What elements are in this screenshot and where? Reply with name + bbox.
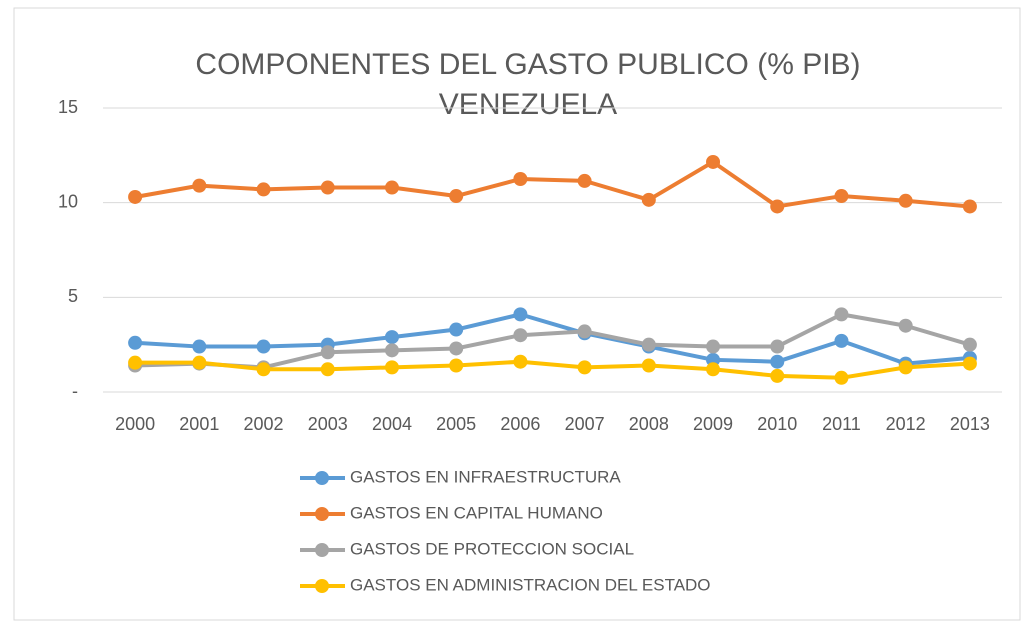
data-point: [706, 362, 721, 377]
data-point: [898, 193, 913, 208]
chart-title: COMPONENTES DEL GASTO PUBLICO (% PIB): [195, 48, 860, 81]
data-point: [128, 335, 143, 350]
x-tick-label: 2006: [500, 414, 540, 434]
data-point: [256, 362, 271, 377]
data-point: [192, 355, 207, 370]
y-tick-label: -: [72, 381, 78, 401]
data-point: [256, 339, 271, 354]
legend-label: GASTOS DE PROTECCION SOCIAL: [350, 539, 634, 558]
data-point: [449, 322, 464, 337]
data-point: [641, 337, 656, 352]
data-point: [320, 362, 335, 377]
data-point: [513, 307, 528, 322]
legend-label: GASTOS EN INFRAESTRUCTURA: [350, 467, 621, 486]
data-point: [962, 337, 977, 352]
y-tick-label: 5: [68, 286, 78, 306]
data-point: [577, 173, 592, 188]
data-point: [577, 324, 592, 339]
series-line: [135, 312, 971, 370]
data-point: [256, 182, 271, 197]
series-line: [134, 312, 971, 366]
data-point: [449, 358, 464, 373]
data-point: [192, 339, 207, 354]
data-point: [513, 354, 528, 369]
data-point: [770, 354, 785, 369]
data-point: [770, 199, 785, 214]
x-tick-label: 2003: [308, 414, 348, 434]
data-point: [577, 360, 592, 375]
legend-marker: [315, 543, 329, 557]
data-point: [384, 180, 399, 195]
data-point: [834, 370, 849, 385]
data-point: [384, 360, 399, 375]
data-point: [706, 154, 721, 169]
legend-marker: [315, 507, 329, 521]
y-tick-label: 10: [58, 191, 78, 211]
legend-label: GASTOS EN CAPITAL HUMANO: [350, 503, 603, 522]
data-point: [898, 318, 913, 333]
data-point: [834, 333, 849, 348]
x-tick-label: 2007: [565, 414, 605, 434]
data-point: [384, 330, 399, 345]
data-point: [834, 307, 849, 322]
data-point: [513, 328, 528, 343]
legend-marker: [315, 579, 329, 593]
x-tick-label: 2010: [757, 414, 797, 434]
x-tick-label: 2002: [244, 414, 284, 434]
data-point: [962, 356, 977, 371]
series-line: [135, 359, 971, 380]
x-tick-label: 2000: [115, 414, 155, 434]
data-point: [128, 355, 143, 370]
data-point: [320, 180, 335, 195]
data-point: [641, 192, 656, 207]
x-tick-label: 2004: [372, 414, 412, 434]
x-tick-label: 2008: [629, 414, 669, 434]
data-point: [641, 358, 656, 373]
data-point: [898, 360, 913, 375]
data-point: [128, 189, 143, 204]
data-point: [770, 368, 785, 383]
x-tick-label: 2011: [822, 414, 861, 434]
data-point: [384, 343, 399, 358]
data-point: [706, 339, 721, 354]
x-tick-label: 2001: [179, 414, 219, 434]
data-point: [320, 345, 335, 360]
x-tick-label: 2013: [950, 414, 990, 434]
data-point: [449, 189, 464, 204]
data-point: [513, 172, 528, 186]
data-point: [962, 199, 977, 214]
legend-label: GASTOS EN ADMINISTRACION DEL ESTADO: [350, 575, 711, 594]
x-tick-label: 2009: [693, 414, 733, 434]
legend-marker: [315, 471, 329, 485]
data-point: [770, 339, 785, 354]
chart-title: VENEZUELA: [439, 88, 617, 121]
data-point: [192, 178, 207, 193]
data-point: [834, 189, 849, 204]
data-point: [449, 341, 464, 356]
y-tick-label: 15: [58, 97, 78, 117]
series-line: [134, 159, 971, 209]
x-tick-label: 2005: [436, 414, 476, 434]
x-tick-label: 2012: [886, 414, 926, 434]
